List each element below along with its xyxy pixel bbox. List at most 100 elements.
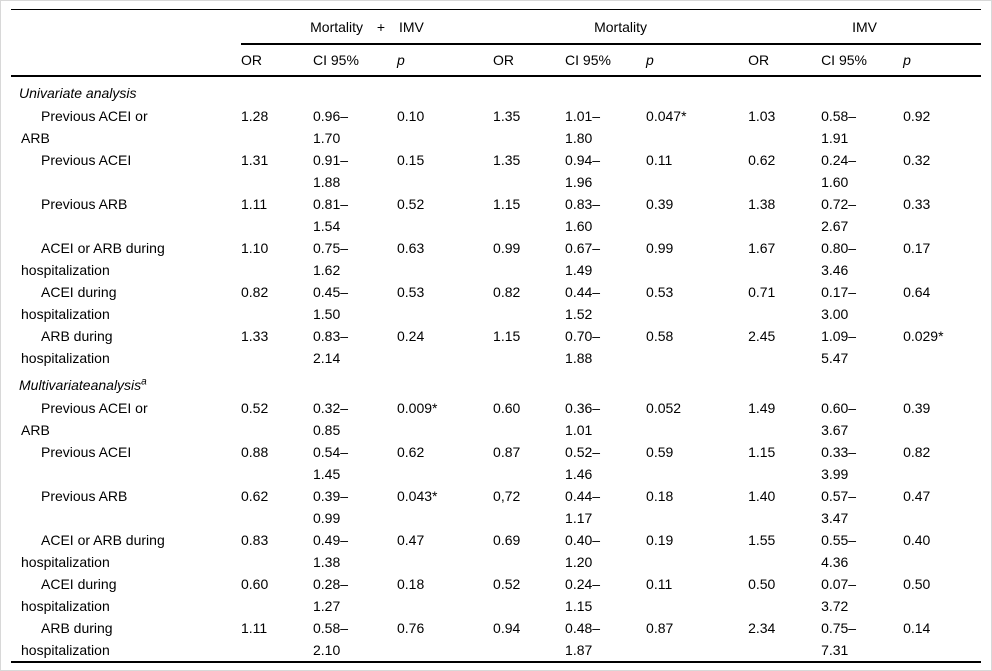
ci-low: 0.60– — [821, 400, 857, 416]
ci-value: 1.01– 1.80 — [565, 105, 646, 149]
table-row: ACEI during hospitalization 0.82 0.45– 1.50 0… — [11, 281, 981, 325]
ci-low: 0.54– — [313, 444, 349, 460]
or-value: 0,72 — [493, 488, 521, 504]
or-value: 0.88 — [241, 444, 269, 460]
row-label-line1: ACEI during — [41, 284, 117, 300]
section-row: Univariate analysis — [11, 76, 981, 105]
table-row: Previous ACEI or ARB 0.52 0.32– 0.85 0.009* 0.… — [11, 397, 981, 441]
p-value: 0.11 — [646, 576, 673, 592]
row-label-line2: ARB — [21, 422, 50, 438]
ci-high: 1.88 — [313, 174, 341, 190]
sub-header-empty-cell — [11, 44, 241, 77]
ci-high: 5.47 — [821, 350, 849, 366]
row-label-line1: Previous ACEI — [41, 444, 132, 460]
ci-high: 1.15 — [565, 598, 593, 614]
row-label: ACEI during hospitalization — [11, 573, 241, 617]
ci-high: 1.96 — [565, 174, 593, 190]
ci-value: 0.58– 2.10 — [313, 617, 397, 662]
ci-low: 0.83– — [565, 196, 601, 212]
or-value: 1.15 — [493, 328, 521, 344]
table-row: ACEI during hospitalization 0.60 0.28– 1.27 0… — [11, 573, 981, 617]
ci-value: 0.24– 1.60 — [821, 149, 903, 193]
row-label: ACEI during hospitalization — [11, 281, 241, 325]
ci-low: 0.58– — [313, 620, 349, 636]
col-header-p-3: p — [903, 44, 982, 77]
col-header-ci-1: CI 95% — [313, 44, 397, 77]
p-value: 0.11 — [646, 152, 673, 168]
ci-value: 0.81– 1.54 — [313, 193, 397, 237]
p-value: 0.59 — [646, 444, 674, 460]
p-value: 0.63 — [397, 240, 425, 256]
row-label-line2: hospitalization — [21, 598, 110, 614]
ci-value: 0.44– 1.17 — [565, 485, 646, 529]
ci-high: 1.38 — [313, 554, 341, 570]
ci-high: 1.01 — [565, 422, 593, 438]
ci-high: 1.46 — [565, 466, 593, 482]
p-value: 0.92 — [903, 108, 931, 124]
or-value: 1.15 — [493, 196, 521, 212]
ci-high: 1.49 — [565, 262, 593, 278]
row-label: ACEI or ARB during hospitalization — [11, 237, 241, 281]
group-header-row: Mortality + IMV Mortality IMV — [11, 9, 982, 45]
ci-value: 0.60– 3.67 — [821, 397, 903, 441]
ci-high: 3.72 — [821, 598, 849, 614]
p-value: 0.24 — [397, 328, 425, 344]
ci-value: 0.49– 1.38 — [313, 529, 397, 573]
ci-value: 0.44– 1.52 — [565, 281, 646, 325]
or-value: 0.52 — [493, 576, 521, 592]
p-value: 0.39 — [903, 400, 931, 416]
ci-low: 0.45– — [313, 284, 349, 300]
row-label-line2: hospitalization — [21, 350, 110, 366]
or-value: 1.15 — [748, 444, 776, 460]
ci-low: 0.24– — [565, 576, 601, 592]
ci-high: 2.10 — [313, 642, 341, 658]
ci-high: 1.91 — [821, 130, 849, 146]
ci-low: 1.01– — [565, 108, 601, 124]
row-label-line1: ACEI or ARB during — [41, 532, 165, 548]
row-label-line2: hospitalization — [21, 306, 110, 322]
ci-low: 0.48– — [565, 620, 601, 636]
p-value: 0.39 — [646, 196, 674, 212]
ci-value: 0.75– 1.62 — [313, 237, 397, 281]
ci-high: 1.54 — [313, 218, 341, 234]
ci-value: 0.48– 1.87 — [565, 617, 646, 662]
ci-value: 0.83– 2.14 — [313, 325, 397, 369]
or-value: 1.35 — [493, 152, 521, 168]
ci-value: 0.32– 0.85 — [313, 397, 397, 441]
group-header-mortality-imv: Mortality + IMV — [241, 9, 494, 45]
row-label: Previous ACEI or ARB — [11, 397, 241, 441]
col-header-p-1: p — [397, 44, 494, 77]
ci-high: 3.99 — [821, 466, 849, 482]
or-value: 0.83 — [241, 532, 269, 548]
p-value: 0.17 — [903, 240, 931, 256]
or-value: 1.38 — [748, 196, 776, 212]
table-row: Previous ARB 1.11 0.81– 1.54 0.52 1.15 0.83– 1.… — [11, 193, 981, 237]
p-value: 0.10 — [397, 108, 425, 124]
ci-high: 0.99 — [313, 510, 341, 526]
table-row: ACEI or ARB during hospitalization 1.10 0.7… — [11, 237, 981, 281]
p-value: 0.043* — [397, 488, 438, 504]
ci-low: 0.52– — [565, 444, 601, 460]
or-value: 1.10 — [241, 240, 269, 256]
p-value: 0.33 — [903, 196, 931, 212]
row-label-line1: Previous ARB — [41, 196, 128, 212]
ci-high: 1.62 — [313, 262, 341, 278]
ci-high: 2.67 — [821, 218, 849, 234]
ci-low: 0.44– — [565, 284, 601, 300]
or-value: 1.35 — [493, 108, 521, 124]
table-row: ACEI or ARB during hospitalization 0.83 0.4… — [11, 529, 981, 573]
section-title-text: Multivariateanalysis — [19, 377, 142, 393]
ci-low: 0.94– — [565, 152, 601, 168]
ci-low: 0.80– — [821, 240, 857, 256]
row-label-line2: hospitalization — [21, 262, 110, 278]
ci-high: 1.60 — [565, 218, 593, 234]
ci-value: 0.96– 1.70 — [313, 105, 397, 149]
ci-value: 0.67– 1.49 — [565, 237, 646, 281]
p-value: 0.76 — [397, 620, 425, 636]
or-value: 0.50 — [748, 576, 776, 592]
ci-high: 4.36 — [821, 554, 849, 570]
or-value: 1.40 — [748, 488, 776, 504]
ci-high: 3.00 — [821, 306, 849, 322]
ci-value: 0.40– 1.20 — [565, 529, 646, 573]
